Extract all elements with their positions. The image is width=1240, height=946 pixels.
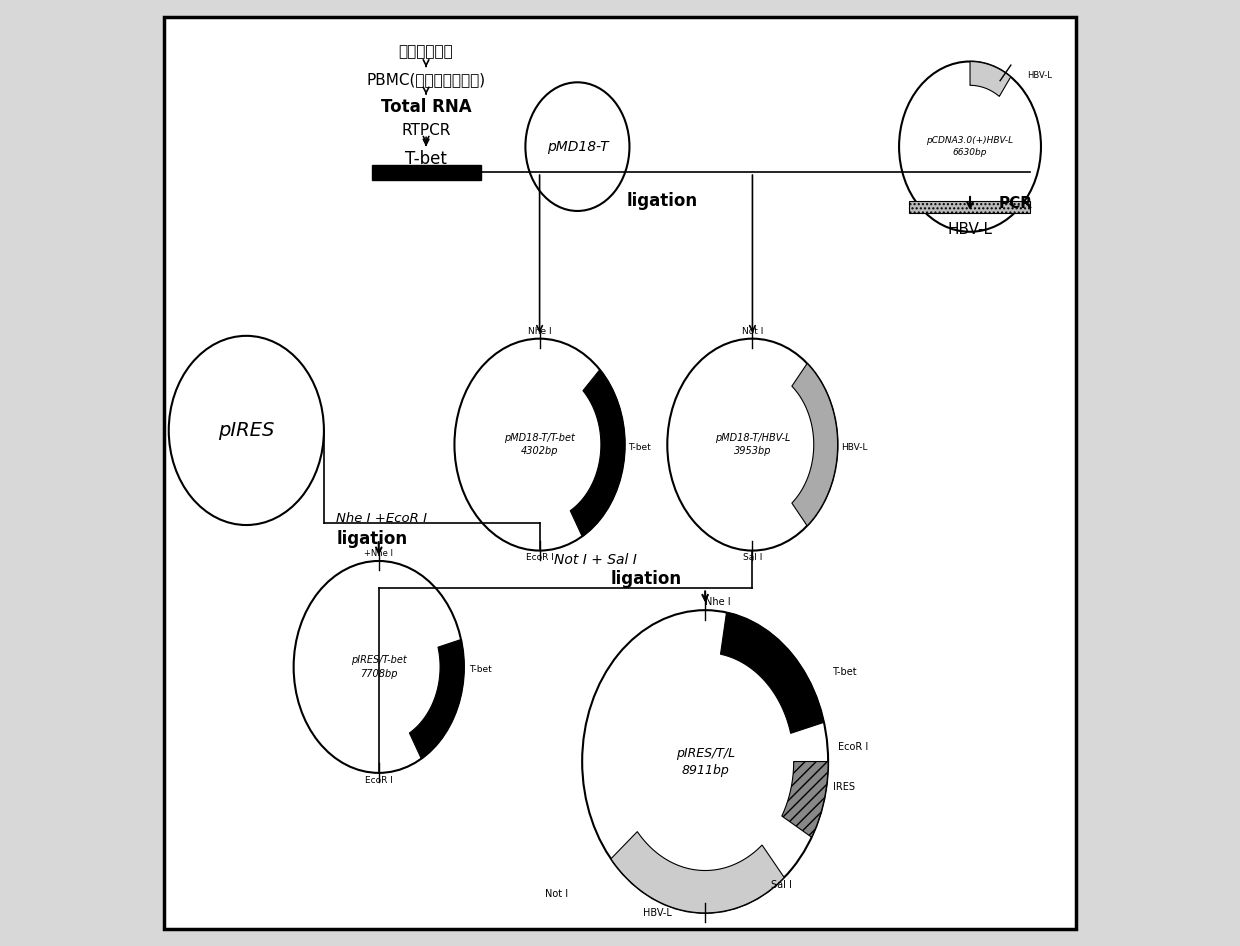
Text: EcoR I: EcoR I <box>365 776 393 785</box>
Text: T-bet: T-bet <box>405 149 446 168</box>
Polygon shape <box>782 762 828 837</box>
Text: +Nhe I: +Nhe I <box>365 549 393 558</box>
Bar <box>372 165 481 180</box>
Text: RTPCR: RTPCR <box>402 123 451 138</box>
Text: pIRES: pIRES <box>218 421 274 440</box>
Text: Nhe I: Nhe I <box>706 597 730 607</box>
Text: HBV-L: HBV-L <box>1027 71 1052 80</box>
Polygon shape <box>409 639 464 759</box>
Text: Not I: Not I <box>742 326 763 336</box>
Text: EcoR I: EcoR I <box>837 743 868 752</box>
Text: T-bet: T-bet <box>629 443 651 452</box>
Text: PBMC(外周血单核细胞): PBMC(外周血单核细胞) <box>367 72 486 87</box>
Polygon shape <box>792 363 837 526</box>
Text: ligation: ligation <box>627 191 698 210</box>
Text: HBV-L: HBV-L <box>947 222 992 237</box>
Text: pCDNA3.0(+)HBV-L
6630bp: pCDNA3.0(+)HBV-L 6630bp <box>926 136 1013 157</box>
Text: Total RNA: Total RNA <box>381 97 471 116</box>
Polygon shape <box>970 61 1011 96</box>
Text: Not Ⅰ + Sal Ⅰ: Not Ⅰ + Sal Ⅰ <box>554 553 636 567</box>
Text: HBV-L: HBV-L <box>644 908 672 919</box>
Text: T-bet: T-bet <box>832 667 857 676</box>
Text: Not I: Not I <box>544 889 568 900</box>
Text: Nhe I: Nhe I <box>528 326 552 336</box>
Polygon shape <box>611 832 784 913</box>
Text: ligation: ligation <box>610 569 682 588</box>
Text: T-bet: T-bet <box>469 665 491 674</box>
Text: 健康人抗凝血: 健康人抗凝血 <box>399 44 454 60</box>
Text: pMD18-T/T-bet
4302bp: pMD18-T/T-bet 4302bp <box>505 433 575 456</box>
Text: PCR: PCR <box>998 196 1033 211</box>
Polygon shape <box>720 612 823 733</box>
Text: pMD18-T/HBV-L
3953bp: pMD18-T/HBV-L 3953bp <box>714 433 790 456</box>
Bar <box>909 201 1029 213</box>
Text: EcoR I: EcoR I <box>526 553 553 563</box>
Text: Sal I: Sal I <box>771 880 792 889</box>
Text: Sal I: Sal I <box>743 553 763 563</box>
Text: ligation: ligation <box>336 530 407 549</box>
Text: Nhe Ⅰ +EcoR Ⅰ: Nhe Ⅰ +EcoR Ⅰ <box>336 512 428 525</box>
Text: pIRES/T/L
8911bp: pIRES/T/L 8911bp <box>676 746 735 777</box>
Polygon shape <box>570 370 625 536</box>
Text: pMD18-T: pMD18-T <box>547 140 609 153</box>
Text: pIRES/T-bet
7708bp: pIRES/T-bet 7708bp <box>351 656 407 678</box>
Text: HBV-L: HBV-L <box>842 443 868 452</box>
Text: IRES: IRES <box>833 782 854 792</box>
